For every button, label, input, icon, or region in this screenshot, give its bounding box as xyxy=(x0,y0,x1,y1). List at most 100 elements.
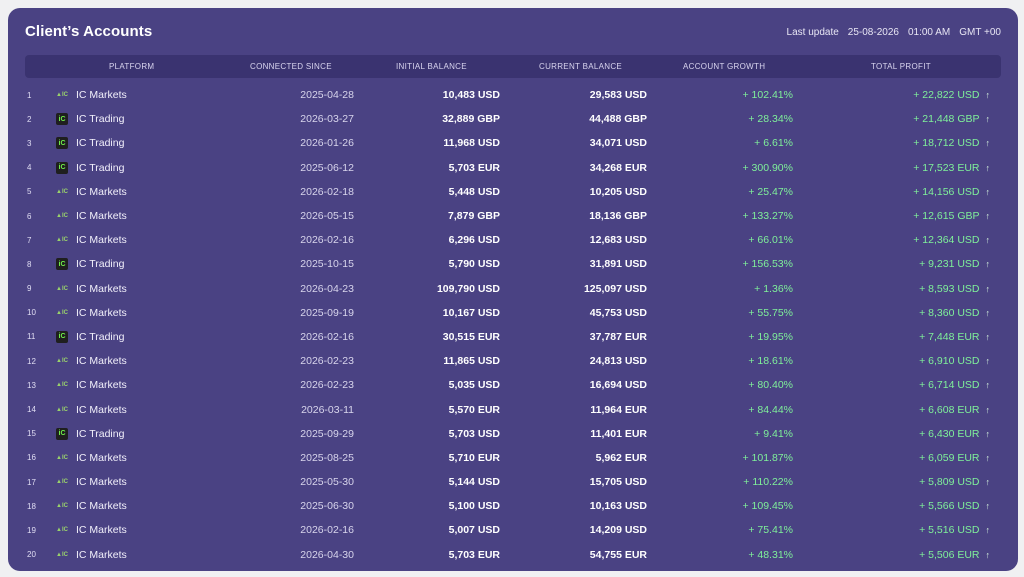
table-row[interactable]: 7 ▲IC IC Markets 2026-02-16 6,296 USD 12,683 … xyxy=(25,228,1001,252)
initial-balance-value: 10,483 USD xyxy=(442,89,500,102)
arrow-up-icon: ↑ xyxy=(985,549,991,560)
connected-since-date: 2026-02-23 xyxy=(300,355,354,368)
column-header-account-growth[interactable]: ACCOUNT GROWTH xyxy=(683,62,766,71)
ic-markets-logo-icon: ▲IC xyxy=(56,382,68,389)
connected-since-date: 2026-03-11 xyxy=(301,403,354,416)
initial-balance-value: 5,144 USD xyxy=(448,476,500,489)
table-row[interactable]: 5 ▲IC IC Markets 2026-02-18 5,448 USD 10,205 … xyxy=(25,180,1001,204)
ic-trading-logo-icon: iC xyxy=(56,330,76,343)
row-number: 11 xyxy=(27,332,36,342)
row-number: 4 xyxy=(27,163,32,173)
current-balance-value: 44,488 GBP xyxy=(589,113,647,126)
initial-balance-value: 5,448 USD xyxy=(448,185,500,198)
arrow-up-icon: ↑ xyxy=(985,404,991,415)
table-row[interactable]: 11 iC IC Trading 2026-02-16 30,515 EUR 37,787… xyxy=(25,325,1001,349)
initial-balance-value: 7,879 GBP xyxy=(448,210,500,223)
row-number: 18 xyxy=(27,501,36,511)
client-accounts-panel: Client’s Accounts Last update 25-08-2026… xyxy=(8,8,1018,571)
current-balance-value: 12,683 USD xyxy=(589,234,647,247)
account-growth-value: + 25.47% xyxy=(748,185,793,198)
current-balance-value: 16,694 USD xyxy=(589,379,647,392)
platform-name: IC Markets xyxy=(76,355,127,368)
column-header-total-profit[interactable]: TOTAL PROFIT xyxy=(871,62,931,71)
arrow-up-icon: ↑ xyxy=(985,90,991,101)
current-balance-value: 5,962 EUR xyxy=(595,451,647,464)
arrow-up-icon: ↑ xyxy=(985,501,991,512)
arrow-up-icon: ↑ xyxy=(985,331,991,342)
total-profit-value: + 8,360 USD xyxy=(919,306,980,319)
column-header-platform[interactable]: PLATFORM xyxy=(109,62,155,71)
table-row[interactable]: 18 ▲IC IC Markets 2025-06-30 5,100 USD 10,163… xyxy=(25,494,1001,518)
ic-markets-logo-icon: ▲IC xyxy=(56,479,68,486)
table-row[interactable]: 19 ▲IC IC Markets 2026-02-16 5,007 USD 14,209… xyxy=(25,518,1001,542)
table-row[interactable]: 4 iC IC Trading 2025-06-12 5,703 EUR 34,268 E… xyxy=(25,156,1001,180)
table-row[interactable]: 9 ▲IC IC Markets 2026-04-23 109,790 USD 125,0… xyxy=(25,277,1001,301)
table-row[interactable]: 3 iC IC Trading 2026-01-26 11,968 USD 34,071 … xyxy=(25,131,1001,155)
ic-trading-logo-icon: iC xyxy=(56,137,76,150)
platform-name: IC Markets xyxy=(76,89,127,102)
arrow-up-icon: ↑ xyxy=(985,477,991,488)
ic-markets-logo-icon: ▲IC xyxy=(56,358,68,365)
platform-name: IC Markets xyxy=(76,210,127,223)
column-header-initial-balance[interactable]: INITIAL BALANCE xyxy=(396,62,467,71)
platform-name: IC Markets xyxy=(76,548,127,561)
current-balance-value: 34,268 EUR xyxy=(589,161,647,174)
total-profit-cell: + 9,231 USD ↑ xyxy=(793,258,992,270)
total-profit-cell: + 18,712 USD ↑ xyxy=(793,137,992,149)
current-balance-value: 10,205 USD xyxy=(589,185,647,198)
table-row[interactable]: 20 ▲IC IC Markets 2026-04-30 5,703 EUR 54,755… xyxy=(25,543,1001,567)
account-growth-value: + 156.53% xyxy=(742,258,793,271)
total-profit-cell: + 6,608 EUR ↑ xyxy=(793,404,992,416)
connected-since-date: 2025-08-25 xyxy=(300,451,354,464)
row-number: 5 xyxy=(27,187,32,197)
table-row[interactable]: 13 ▲IC IC Markets 2026-02-23 5,035 USD 16,694… xyxy=(25,373,1001,397)
total-profit-value: + 7,448 EUR xyxy=(919,330,980,343)
panel-header: Client’s Accounts Last update 25-08-2026… xyxy=(25,8,1001,55)
row-number: 3 xyxy=(27,138,32,148)
platform-name: IC Markets xyxy=(76,234,127,247)
platform-name: IC Markets xyxy=(76,185,127,198)
total-profit-value: + 12,364 USD xyxy=(913,234,980,247)
account-growth-value: + 84.44% xyxy=(748,403,793,416)
total-profit-cell: + 7,448 EUR ↑ xyxy=(793,331,992,343)
total-profit-value: + 8,593 USD xyxy=(919,282,980,295)
platform-name: IC Markets xyxy=(76,306,127,319)
total-profit-cell: + 14,156 USD ↑ xyxy=(793,186,992,198)
table-row[interactable]: 12 ▲IC IC Markets 2026-02-23 11,865 USD 24,81… xyxy=(25,349,1001,373)
table-row[interactable]: 2 iC IC Trading 2026-03-27 32,889 GBP 44,488 … xyxy=(25,107,1001,131)
ic-trading-logo-icon: iC xyxy=(56,113,76,126)
table-row[interactable]: 17 ▲IC IC Markets 2025-05-30 5,144 USD 15,705… xyxy=(25,470,1001,494)
table-row[interactable]: 10 ▲IC IC Markets 2025-09-19 10,167 USD 45,75… xyxy=(25,301,1001,325)
initial-balance-value: 6,296 USD xyxy=(448,234,500,247)
total-profit-value: + 5,506 EUR xyxy=(919,548,980,561)
platform-name: IC Trading xyxy=(76,427,125,440)
column-header-current-balance[interactable]: CURRENT BALANCE xyxy=(539,62,623,71)
arrow-up-icon: ↑ xyxy=(985,162,991,173)
column-header-connected-since[interactable]: CONNECTED SINCE xyxy=(250,62,332,71)
initial-balance-value: 5,703 EUR xyxy=(448,161,500,174)
current-balance-value: 15,705 USD xyxy=(589,476,647,489)
table-header: PLATFORM CONNECTED SINCE INITIAL BALANCE… xyxy=(25,55,1001,78)
connected-since-date: 2026-01-26 xyxy=(300,137,354,150)
table-row[interactable]: 6 ▲IC IC Markets 2026-05-15 7,879 GBP 18,136 … xyxy=(25,204,1001,228)
current-balance-value: 37,787 EUR xyxy=(589,330,647,343)
current-balance-value: 34,071 USD xyxy=(589,137,647,150)
row-number: 2 xyxy=(27,114,32,124)
table-row[interactable]: 15 iC IC Trading 2025-09-29 5,703 USD 11,401 … xyxy=(25,422,1001,446)
table-row[interactable]: 16 ▲IC IC Markets 2025-08-25 5,710 EUR 5,962 … xyxy=(25,446,1001,470)
current-balance-value: 29,583 USD xyxy=(589,89,647,102)
connected-since-date: 2026-03-27 xyxy=(300,113,354,126)
platform-name: IC Markets xyxy=(76,451,127,464)
current-balance-value: 24,813 USD xyxy=(589,355,647,368)
table-row[interactable]: 1 ▲IC IC Markets 2025-04-28 10,483 USD 29,583… xyxy=(25,83,1001,107)
platform-name: IC Markets xyxy=(76,500,127,513)
account-growth-value: + 66.01% xyxy=(748,234,793,247)
total-profit-value: + 17,523 EUR xyxy=(913,161,980,174)
current-balance-value: 18,136 GBP xyxy=(589,210,647,223)
total-profit-value: + 18,712 USD xyxy=(913,137,980,150)
table-row[interactable]: 14 ▲IC IC Markets 2026-03-11 5,570 EUR 11,964… xyxy=(25,397,1001,421)
total-profit-value: + 6,910 USD xyxy=(919,355,980,368)
table-row[interactable]: 8 iC IC Trading 2025-10-15 5,790 USD 31,891 U… xyxy=(25,252,1001,276)
account-growth-value: + 109.45% xyxy=(742,500,793,513)
platform-name: IC Trading xyxy=(76,330,125,343)
